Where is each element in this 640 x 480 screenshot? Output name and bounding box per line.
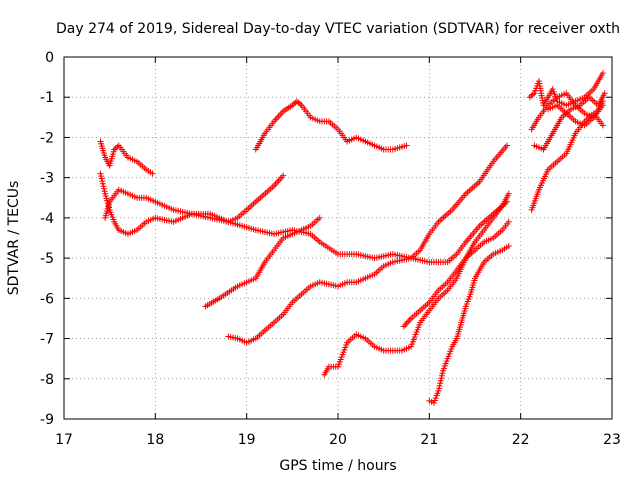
data-point — [436, 382, 443, 389]
data-point — [97, 170, 104, 177]
x-tick-label: 18 — [146, 432, 164, 448]
data-point — [599, 102, 606, 109]
x-tick-label: 21 — [420, 432, 438, 448]
data-point — [99, 180, 106, 187]
x-tick-label: 23 — [603, 432, 621, 448]
y-tick-label: -3 — [40, 171, 54, 187]
series-arc-12 — [528, 110, 606, 213]
series-arc-1 — [97, 138, 156, 177]
data-point — [100, 185, 107, 192]
data-point — [98, 173, 105, 180]
data-point — [505, 243, 512, 250]
data-point — [316, 214, 323, 221]
y-tick-label: -1 — [40, 90, 54, 106]
chart-title: Day 274 of 2019, Sidereal Day-to-day VTE… — [56, 21, 620, 37]
series-arc-10 — [526, 70, 606, 109]
data-point — [149, 170, 156, 177]
data-point — [437, 380, 444, 387]
x-tick-labels: 17 18 19 20 21 22 23 — [55, 432, 621, 448]
data-point — [403, 142, 410, 149]
series-arc-5 — [202, 214, 323, 310]
y-tick-label: -8 — [40, 372, 54, 388]
data-point — [599, 70, 606, 77]
data-point — [439, 370, 446, 377]
data-point — [296, 100, 303, 107]
series-arc-8 — [400, 218, 512, 330]
data-point — [98, 175, 105, 182]
data-point — [505, 190, 512, 197]
y-axis-label: SDTVAR / TECUs — [6, 181, 22, 296]
data-point — [293, 98, 300, 105]
y-tick-label: -6 — [40, 291, 54, 307]
data-point — [436, 385, 443, 392]
x-tick-label: 17 — [55, 432, 73, 448]
series-arc-4 — [252, 98, 410, 153]
data-point — [101, 188, 108, 195]
data-point — [114, 143, 121, 150]
y-tick-label: -5 — [40, 251, 54, 267]
axis-ticks — [63, 56, 613, 420]
data-point — [503, 142, 510, 149]
data-point — [295, 99, 302, 106]
data-point — [599, 122, 606, 129]
data-point — [528, 92, 535, 99]
grid — [64, 57, 612, 419]
data-points — [97, 70, 608, 406]
series-arc-14 — [545, 102, 606, 129]
data-point — [435, 387, 442, 394]
x-tick-label: 19 — [238, 432, 256, 448]
data-point — [505, 218, 512, 225]
data-point — [100, 183, 107, 190]
data-point — [601, 90, 608, 97]
data-point — [280, 172, 287, 179]
y-tick-label: -4 — [40, 211, 54, 227]
x-tick-label: 22 — [512, 432, 530, 448]
y-tick-labels: 0 -1 -2 -3 -4 -5 -6 -7 -8 -9 — [40, 50, 54, 428]
series-arc-13 — [531, 90, 608, 153]
data-point — [437, 377, 444, 384]
y-tick-label: -9 — [40, 412, 54, 428]
series-arc-3 — [102, 172, 287, 225]
series-arc-9 — [426, 243, 512, 406]
series-arc-6 — [225, 142, 510, 346]
y-tick-label: 0 — [45, 50, 54, 66]
data-point — [526, 94, 533, 101]
y-tick-label: -2 — [40, 130, 54, 146]
x-axis-label: GPS time / hours — [279, 458, 396, 474]
data-point — [438, 372, 445, 379]
data-point — [438, 375, 445, 382]
x-tick-label: 20 — [329, 432, 347, 448]
data-point — [99, 178, 106, 185]
y-tick-label: -7 — [40, 332, 54, 348]
